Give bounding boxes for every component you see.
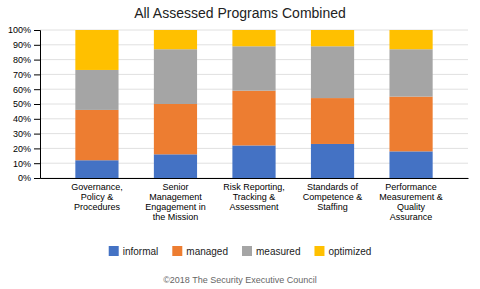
x-tick: Risk Reporting,Tracking &Assessment [223,182,285,212]
bar-segment [311,30,354,46]
legend-label: managed [186,246,228,257]
y-tick-mark [34,178,40,179]
bar-segment [232,91,275,146]
bar-segment [154,154,197,178]
bar-segment [389,49,432,96]
y-tick: 30% [13,129,40,139]
y-axis-line [34,31,41,179]
y-tick-label: 90% [13,40,31,50]
y-tick-label: 0% [18,173,31,183]
legend-swatch [109,246,119,256]
y-tick: 80% [13,55,40,65]
bars [75,30,432,178]
x-tick-label: PerformanceMeasurement &QualityAssurance [379,182,443,222]
bar-segment [311,144,354,178]
bar-segment [232,145,275,178]
bar-segment [75,160,118,178]
legend-item: informal [109,246,159,257]
x-tick-label: SeniorManagementEngagement inthe Mission [145,182,206,222]
x-tick-label: Standards ofCompetence &Staffing [303,182,363,212]
y-tick-label: 60% [13,85,31,95]
annotation: ©2018 The Security Executive Council [163,275,317,285]
bar-segment [389,151,432,178]
legend-item: optimized [314,246,371,257]
y-tick: 0% [18,173,40,183]
bar-segment [232,46,275,90]
y-tick-label: 70% [13,70,31,80]
bar-segment [75,30,118,70]
x-tick: Standards ofCompetence &Staffing [303,182,363,212]
chart: All Assessed Programs Combined 0% 10% 20% 30… [0,0,480,289]
y-tick-label: 40% [13,114,31,124]
x-axis: Governance,Policy &Procedures SeniorManag… [41,179,469,223]
y-tick: 100% [8,25,40,35]
y-tick-mark [34,104,40,105]
bar-segment [154,30,197,49]
y-tick-label: 20% [13,144,31,154]
legend-label: informal [123,246,159,257]
x-tick-label: Risk Reporting,Tracking &Assessment [223,182,285,212]
legend-item: managed [172,246,228,257]
x-tick: Governance,Policy &Procedures [71,182,123,212]
y-tick-mark [34,89,40,90]
y-tick: 70% [13,70,40,80]
legend: informal managed measured optimized [109,246,372,257]
bar-segment [154,104,197,154]
y-tick-label: 100% [8,25,31,35]
bar-segment [154,49,197,104]
legend-label: optimized [328,246,371,257]
legend-item: measured [242,246,300,257]
x-tick: SeniorManagementEngagement inthe Mission [145,182,206,222]
y-tick-mark [34,74,40,75]
y-tick-label: 50% [13,99,31,109]
y-tick: 50% [13,99,40,109]
y-tick: 40% [13,114,40,124]
y-tick-mark [34,45,40,46]
bar-series [75,144,432,178]
grid [40,30,468,178]
y-tick-label: 10% [13,159,31,169]
bar-segment [75,110,118,160]
y-tick-mark [34,60,40,61]
bar-segment [311,98,354,144]
bar-series [75,91,432,161]
x-tick: PerformanceMeasurement &QualityAssurance [379,182,443,222]
title: All Assessed Programs Combined [134,5,346,21]
y-tick: 10% [13,159,40,169]
y-tick-label: 80% [13,55,31,65]
legend-swatch [172,246,182,256]
y-tick-mark [34,119,40,120]
bar-segment [389,97,432,152]
bar-segment [311,46,354,98]
y-axis: 0% 10% 20% 30% 40% 50% 60% 70% 80% 90% 100% [8,25,41,183]
y-tick: 90% [13,40,40,50]
legend-swatch [242,246,252,256]
y-tick-mark [34,30,40,31]
x-axis-line [41,178,469,179]
bar-segment [389,30,432,49]
y-tick: 20% [13,144,40,154]
y-tick: 60% [13,85,40,95]
y-tick-label: 30% [13,129,31,139]
bar-series [75,30,432,70]
bar-segment [75,70,118,110]
bar-series [75,46,432,110]
legend-label: measured [256,246,300,257]
y-tick-mark [34,134,40,135]
y-tick-mark [34,148,40,149]
x-tick-label: Governance,Policy &Procedures [71,182,123,212]
legend-swatch [314,246,324,256]
y-tick-mark [34,163,40,164]
bar-segment [232,30,275,46]
